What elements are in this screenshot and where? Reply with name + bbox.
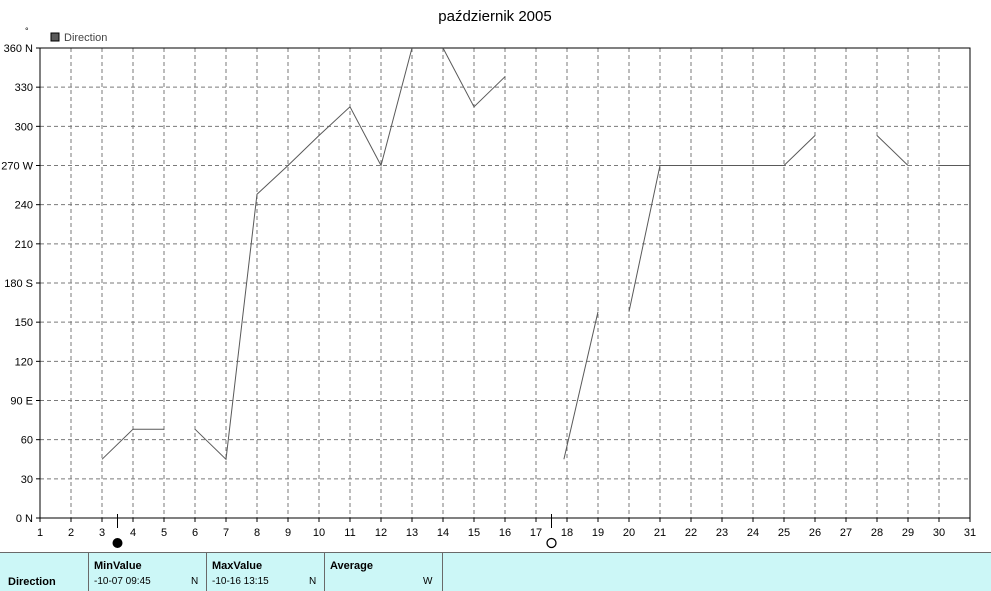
y-tick-label: 210 xyxy=(15,239,33,251)
x-tick-label: 16 xyxy=(499,527,511,539)
stats-max: MaxValue -10-16 13:15 N xyxy=(206,553,324,591)
stats-average: Average W xyxy=(324,553,443,591)
y-tick-label: 120 xyxy=(15,356,33,368)
y-tick-label: 90 E xyxy=(10,396,33,408)
stats-min-unit: N xyxy=(191,576,199,587)
stats-min-header: MinValue xyxy=(94,560,142,572)
series-line-direction xyxy=(442,47,506,108)
stats-average-header: Average xyxy=(330,560,374,572)
x-tick-label: 15 xyxy=(468,527,480,539)
x-tick-label: 3 xyxy=(99,527,105,539)
x-tick-label: 22 xyxy=(685,527,697,539)
stats-row-label: Direction xyxy=(8,576,56,588)
y-tick-label: 240 xyxy=(15,200,33,212)
y-tick-label: 30 xyxy=(21,474,33,486)
y-tick-label: 300 xyxy=(15,121,33,133)
x-tick-label: 11 xyxy=(344,527,355,539)
x-tick-label: 18 xyxy=(561,527,573,539)
series-line-direction xyxy=(628,135,816,312)
x-tick-label: 19 xyxy=(592,527,604,539)
x-tick-label: 17 xyxy=(530,527,542,539)
x-tick-label: 9 xyxy=(285,527,291,539)
x-tick-label: 6 xyxy=(192,527,198,539)
x-tick-label: 31 xyxy=(964,527,976,539)
y-axis-unit: ° xyxy=(25,26,29,36)
x-tick-label: 10 xyxy=(313,527,325,539)
y-tick-label: 150 xyxy=(15,317,33,329)
stats-panel: Direction MinValue -10-07 09:45 N MaxVal… xyxy=(0,552,991,591)
y-tick-label: 270 W xyxy=(1,161,33,173)
x-tick-label: 23 xyxy=(716,527,728,539)
y-tick-label: 60 xyxy=(21,435,33,447)
x-tick-label: 12 xyxy=(375,527,387,539)
y-tick-label: 0 N xyxy=(16,513,33,525)
chart: październik 2005 ° Direction 0 N 30 60 90 E… xyxy=(1,8,976,549)
new-moon-icon xyxy=(112,538,123,548)
chart-title: październik 2005 xyxy=(438,8,551,25)
series-line-direction xyxy=(101,428,164,460)
x-tick-label: 1 xyxy=(37,527,43,539)
stats-average-unit: W xyxy=(423,576,433,587)
series-line-direction xyxy=(563,311,599,460)
legend-label: Direction xyxy=(64,32,107,44)
x-tick-label: 14 xyxy=(437,527,449,539)
x-tick-label: 28 xyxy=(871,527,883,539)
y-tick-label: 180 S xyxy=(4,278,33,290)
x-tick-label: 24 xyxy=(747,527,759,539)
series-line-direction xyxy=(876,135,909,166)
stats-min-value: -10-07 09:45 xyxy=(94,576,151,587)
stats-max-unit: N xyxy=(309,576,317,587)
stats-max-value: -10-16 13:15 xyxy=(212,576,269,587)
x-tick-label: 7 xyxy=(223,527,229,539)
x-tick-label: 21 xyxy=(654,527,666,539)
stats-min: MinValue -10-07 09:45 N xyxy=(88,553,206,591)
x-tick-label: 4 xyxy=(130,527,136,539)
x-tick-label: 29 xyxy=(902,527,914,539)
full-moon-icon xyxy=(546,537,557,549)
x-tick-label: 8 xyxy=(254,527,260,539)
series-line-direction xyxy=(194,47,413,461)
stats-max-header: MaxValue xyxy=(212,560,263,572)
x-tick-label: 2 xyxy=(68,527,74,539)
x-tick-label: 25 xyxy=(778,527,790,539)
x-tick-label: 26 xyxy=(809,527,821,539)
x-tick-label: 30 xyxy=(933,527,945,539)
y-tick-label: 330 xyxy=(15,82,33,94)
x-tick-label: 27 xyxy=(840,527,852,539)
legend-swatch xyxy=(50,32,60,42)
x-tick-label: 20 xyxy=(623,527,635,539)
x-tick-label: 13 xyxy=(406,527,418,539)
x-tick-label: 5 xyxy=(161,527,167,539)
y-tick-label: 360 N xyxy=(4,43,33,55)
